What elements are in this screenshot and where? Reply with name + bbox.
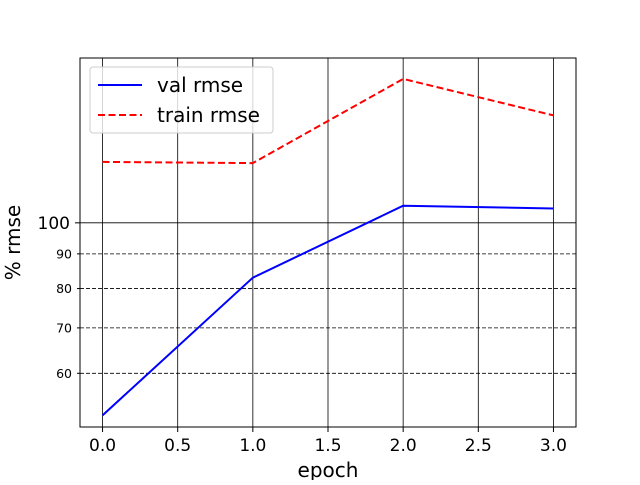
x-tick-label: 1.5 <box>314 436 341 456</box>
legend-label: val rmse <box>157 73 243 97</box>
x-tick-label: 2.0 <box>390 436 417 456</box>
x-tick-label: 0.5 <box>164 436 191 456</box>
series-lines <box>101 77 554 417</box>
legend-box <box>89 66 274 134</box>
x-tick-label: 3.0 <box>540 436 567 456</box>
ticks: 0.0 0.5 1.0 1.5 2.0 2.5 3.0 100 60 70 80 90 <box>38 214 567 456</box>
y-minor-tick-label: 70 <box>56 320 72 335</box>
series-line-val-rmse <box>101 204 554 417</box>
y-minor-tick-label: 90 <box>56 246 72 261</box>
legend-label: train rmse <box>157 103 260 127</box>
y-minor-tick-label: 60 <box>56 366 72 381</box>
x-axis-label: epoch <box>298 458 359 480</box>
x-tick-label: 2.5 <box>465 436 492 456</box>
x-tick-label: 1.0 <box>239 436 266 456</box>
x-tick-label: 0.0 <box>89 436 116 456</box>
y-major-tick-label: 100 <box>38 214 70 234</box>
y-minor-tick-label: 80 <box>56 281 72 296</box>
series-line-train-rmse <box>102 77 554 165</box>
legend: val rmse train rmse <box>89 66 274 134</box>
y-axis-label: % rmse <box>1 205 25 280</box>
